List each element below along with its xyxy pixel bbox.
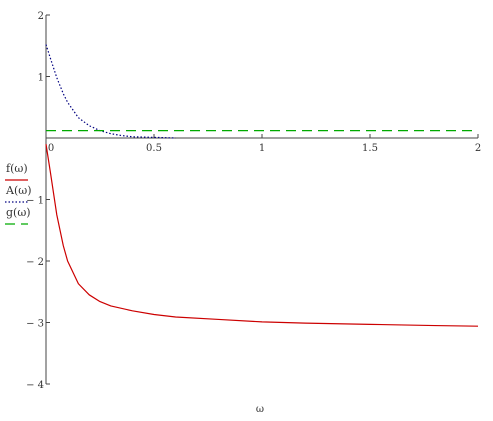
y-tick-label: 1 xyxy=(38,73,44,84)
y-tick-label: − 1 xyxy=(26,196,44,207)
x-tick-label: 1 xyxy=(259,143,265,154)
axes: 0 0.5 1 1.5 2 2 1 − 1 − 2 − 3 − 4 xyxy=(26,11,481,391)
x-tick-label: 2 xyxy=(475,143,481,154)
legend-label: g(ω) xyxy=(6,206,31,219)
x-axis-label: ω xyxy=(256,404,264,415)
y-tick-label: 2 xyxy=(38,11,44,22)
x-tick-label: 0.5 xyxy=(146,143,162,154)
series-line-1 xyxy=(45,144,479,327)
series-line-2 xyxy=(45,44,176,139)
legend: f(ω) A(ω) g(ω) xyxy=(5,162,32,225)
x-tick-label: 0 xyxy=(48,143,54,154)
legend-label: f(ω) xyxy=(6,162,28,175)
legend-label: A(ω) xyxy=(5,184,32,197)
y-tick-label: − 2 xyxy=(26,257,44,268)
y-tick-label: − 3 xyxy=(26,319,44,330)
series-layer xyxy=(45,44,479,327)
y-tick-label: − 4 xyxy=(26,380,44,391)
x-tick-label: 1.5 xyxy=(362,143,378,154)
